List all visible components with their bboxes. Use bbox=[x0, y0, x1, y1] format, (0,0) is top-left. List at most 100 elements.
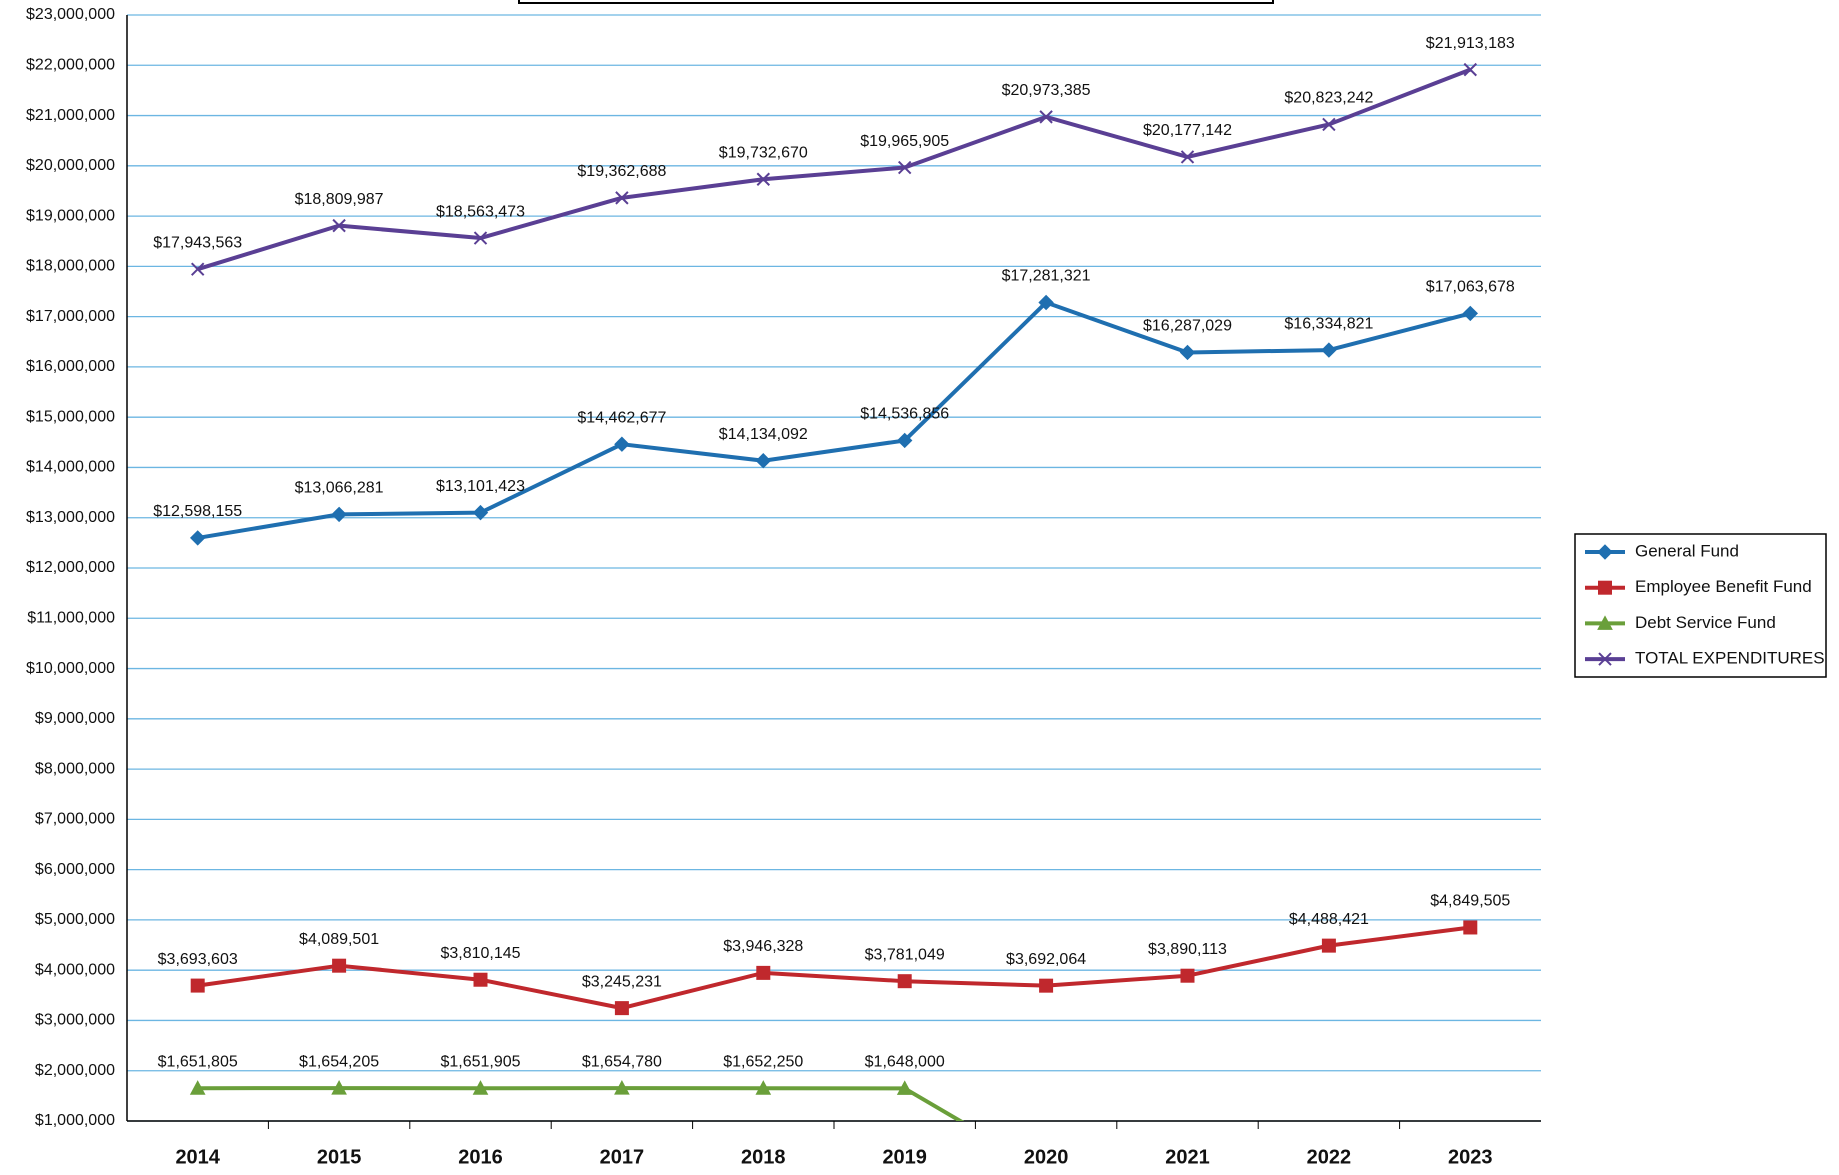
marker bbox=[756, 172, 771, 186]
data-label: $16,287,029 bbox=[1143, 318, 1232, 335]
y-tick-label: $22,000,000 bbox=[26, 56, 115, 73]
data-label: $12,598,155 bbox=[153, 503, 242, 520]
marker bbox=[189, 530, 206, 546]
data-label: $3,781,049 bbox=[865, 946, 945, 963]
data-label: $18,563,473 bbox=[436, 203, 525, 220]
legend-marker bbox=[1598, 652, 1612, 666]
y-tick-label: $15,000,000 bbox=[26, 408, 115, 425]
data-label: $4,849,505 bbox=[1430, 893, 1510, 910]
legend-label: TOTAL EXPENDITURES bbox=[1635, 649, 1825, 668]
y-tick-label: $7,000,000 bbox=[35, 811, 115, 828]
data-label: $1,651,905 bbox=[440, 1053, 520, 1070]
data-label: $20,177,142 bbox=[1143, 122, 1232, 139]
data-label: $1,651,805 bbox=[158, 1053, 238, 1070]
marker bbox=[756, 965, 771, 980]
x-tick-label: 2022 bbox=[1307, 1146, 1352, 1168]
marker bbox=[614, 1001, 629, 1016]
y-tick-label: $6,000,000 bbox=[35, 861, 115, 878]
y-tick-label: $20,000,000 bbox=[26, 157, 115, 174]
data-label: $17,063,678 bbox=[1426, 279, 1515, 296]
title-box bbox=[518, 0, 1274, 4]
y-tick-label: $2,000,000 bbox=[35, 1062, 115, 1079]
y-tick-label: $16,000,000 bbox=[26, 358, 115, 375]
marker bbox=[331, 506, 347, 523]
data-label: $3,810,145 bbox=[440, 945, 520, 962]
data-label: $16,334,821 bbox=[1284, 315, 1373, 332]
data-label: $17,943,563 bbox=[153, 234, 242, 251]
marker bbox=[1039, 110, 1053, 124]
data-label: $1,654,780 bbox=[582, 1053, 662, 1070]
data-label: $4,488,421 bbox=[1289, 911, 1369, 928]
marker bbox=[332, 218, 346, 233]
marker bbox=[189, 1080, 206, 1095]
y-tick-label: $12,000,000 bbox=[26, 559, 115, 576]
marker bbox=[1180, 968, 1195, 983]
x-tick-label: 2021 bbox=[1165, 1146, 1210, 1168]
marker bbox=[896, 1080, 913, 1095]
data-label: $20,823,242 bbox=[1284, 90, 1373, 107]
legend-label: Debt Service Fund bbox=[1635, 613, 1776, 632]
x-tick-label: 2014 bbox=[175, 1146, 220, 1168]
marker bbox=[615, 191, 629, 205]
marker bbox=[1179, 344, 1196, 361]
marker bbox=[614, 1080, 630, 1095]
marker bbox=[1321, 342, 1337, 358]
legend-label: General Fund bbox=[1635, 541, 1739, 560]
x-tick-label: 2016 bbox=[458, 1146, 503, 1168]
data-label: $4,089,501 bbox=[299, 931, 379, 948]
data-label: $3,890,113 bbox=[1148, 941, 1227, 958]
marker bbox=[190, 978, 205, 993]
marker bbox=[473, 972, 488, 987]
x-tick-label: 2020 bbox=[1024, 1146, 1069, 1168]
data-label: $18,809,987 bbox=[295, 191, 384, 208]
y-tick-label: $13,000,000 bbox=[26, 509, 115, 526]
y-tick-label: $5,000,000 bbox=[35, 911, 115, 928]
y-tick-label: $21,000,000 bbox=[26, 107, 115, 124]
series-line bbox=[197, 1086, 965, 1121]
x-tick-label: 2018 bbox=[741, 1146, 786, 1168]
data-label: $20,973,385 bbox=[1002, 82, 1091, 99]
data-label: $21,913,183 bbox=[1426, 35, 1515, 52]
x-tick-label: 2019 bbox=[882, 1146, 927, 1168]
data-label: $19,732,670 bbox=[719, 144, 808, 161]
data-label: $14,536,856 bbox=[860, 406, 949, 423]
data-label: $13,101,423 bbox=[436, 478, 525, 495]
marker bbox=[614, 436, 630, 452]
marker bbox=[1463, 920, 1478, 935]
y-tick-label: $23,000,000 bbox=[26, 6, 115, 23]
marker bbox=[1463, 62, 1478, 77]
legend-marker bbox=[1597, 615, 1613, 630]
marker bbox=[896, 432, 913, 449]
marker bbox=[1180, 150, 1195, 164]
y-tick-label: $10,000,000 bbox=[26, 660, 115, 677]
marker bbox=[1039, 978, 1054, 993]
data-label: $3,693,603 bbox=[158, 951, 238, 968]
data-label: $17,281,321 bbox=[1002, 268, 1091, 285]
y-tick-label: $3,000,000 bbox=[35, 1012, 115, 1029]
legend-marker bbox=[1597, 544, 1613, 560]
marker bbox=[897, 974, 912, 989]
data-label: $3,245,231 bbox=[582, 973, 662, 990]
series-line bbox=[197, 925, 1471, 1011]
marker bbox=[1038, 294, 1054, 311]
data-label: $1,648,000 bbox=[865, 1054, 945, 1071]
y-tick-label: $19,000,000 bbox=[26, 207, 115, 224]
y-tick-label: $18,000,000 bbox=[26, 258, 115, 275]
y-tick-label: $11,000,000 bbox=[27, 609, 115, 626]
y-tick-label: $1,000,000 bbox=[35, 1112, 115, 1129]
data-label: $14,134,092 bbox=[719, 426, 808, 443]
legend bbox=[1574, 533, 1827, 678]
marker bbox=[332, 958, 347, 973]
x-tick-label: 2015 bbox=[317, 1146, 362, 1168]
marker bbox=[472, 1080, 489, 1095]
marker bbox=[190, 262, 205, 276]
marker bbox=[473, 231, 488, 245]
marker bbox=[1321, 938, 1336, 953]
y-tick-label: $4,000,000 bbox=[35, 961, 115, 978]
marker bbox=[472, 504, 489, 521]
data-label: $19,965,905 bbox=[860, 133, 949, 150]
legend-marker bbox=[1598, 580, 1612, 595]
marker bbox=[897, 160, 912, 175]
series-line bbox=[197, 67, 1472, 272]
